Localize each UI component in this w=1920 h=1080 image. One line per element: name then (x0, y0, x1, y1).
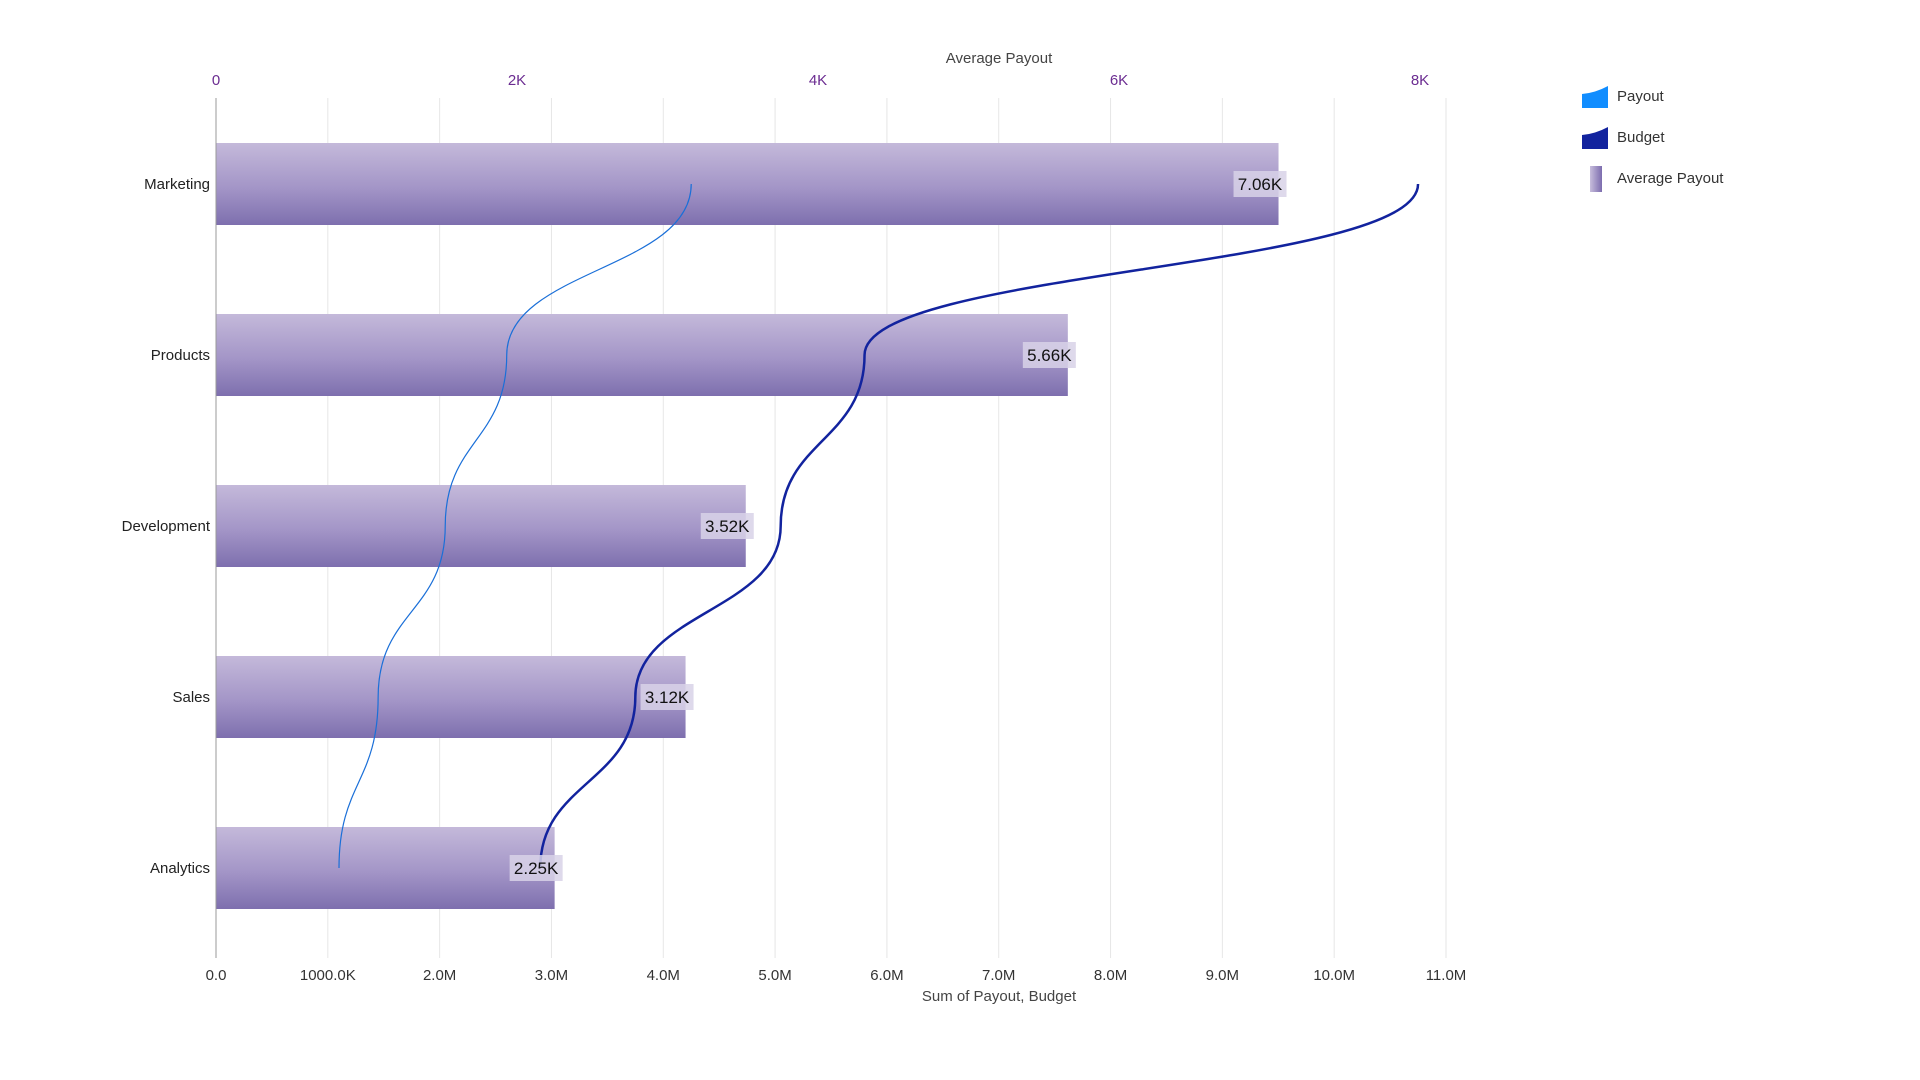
bar-average-payout[interactable] (216, 143, 1279, 225)
data-label: 2.25K (514, 859, 559, 878)
data-label-bg (509, 855, 563, 881)
legend-item[interactable]: Budget (1582, 127, 1665, 149)
legend-swatch-icon (1590, 166, 1602, 192)
legend-swatch-icon (1582, 86, 1608, 108)
top-tick-label: 8K (1411, 72, 1429, 89)
data-label: 7.06K (1238, 175, 1283, 194)
legend[interactable]: Payout Budget Average Payout (1582, 86, 1724, 192)
data-labels: 7.06K 5.66K 3.52K 3.12K 2.25K (509, 171, 1287, 881)
top-axis-title: Average Payout (946, 50, 1053, 67)
data-label-bg (700, 513, 754, 539)
bottom-tick-label: 5.0M (758, 967, 791, 984)
bar-average-payout[interactable] (216, 485, 746, 567)
bottom-tick-label: 1000.0K (300, 967, 356, 984)
bar-average-payout[interactable] (216, 827, 555, 909)
data-label: 3.52K (705, 517, 750, 536)
line-payout (338, 183, 692, 869)
legend-label: Payout (1617, 88, 1665, 105)
bottom-tick-label: 9.0M (1206, 967, 1239, 984)
data-label: 3.12K (645, 688, 690, 707)
grid-lines (327, 98, 1447, 958)
data-label: 5.66K (1027, 346, 1072, 365)
top-tick-label: 2K (508, 72, 526, 89)
top-tick-label: 4K (809, 72, 827, 89)
bottom-tick-label: 3.0M (535, 967, 568, 984)
area-series (338, 183, 1420, 869)
bottom-tick-label: 11.0M (1426, 967, 1467, 984)
legend-label: Average Payout (1617, 170, 1724, 187)
top-tick-label: 6K (1110, 72, 1128, 89)
bottom-tick-label: 0.0 (206, 967, 227, 984)
data-label-bg (1233, 171, 1287, 197)
bar-average-payout[interactable] (216, 656, 686, 738)
bottom-tick-label: 4.0M (647, 967, 680, 984)
bottom-tick-label: 7.0M (982, 967, 1015, 984)
bottom-tick-label: 10.0M (1313, 967, 1355, 984)
category-label: Analytics (150, 860, 210, 877)
data-label-bg (1022, 342, 1076, 368)
category-label: Products (151, 347, 210, 364)
line-budget (539, 183, 1420, 869)
bottom-tick-label: 8.0M (1094, 967, 1127, 984)
bottom-tick-label: 2.0M (423, 967, 456, 984)
category-label: Development (122, 518, 211, 535)
top-tick-label: 0 (212, 72, 220, 89)
category-label: Sales (172, 689, 210, 706)
data-label-bg (640, 684, 694, 710)
bottom-axis-title: Sum of Payout, Budget (922, 988, 1077, 1005)
legend-label: Budget (1617, 129, 1665, 146)
axes: Sum of Payout, Budget Average Payout 0.0… (122, 50, 1467, 1005)
average-payout-bars (216, 143, 1279, 909)
bar-average-payout[interactable] (216, 314, 1068, 396)
legend-item[interactable]: Average Payout (1590, 166, 1724, 192)
legend-item[interactable]: Payout (1582, 86, 1665, 108)
legend-swatch-icon (1582, 127, 1608, 149)
bottom-tick-label: 6.0M (870, 967, 903, 984)
category-label: Marketing (144, 176, 210, 193)
